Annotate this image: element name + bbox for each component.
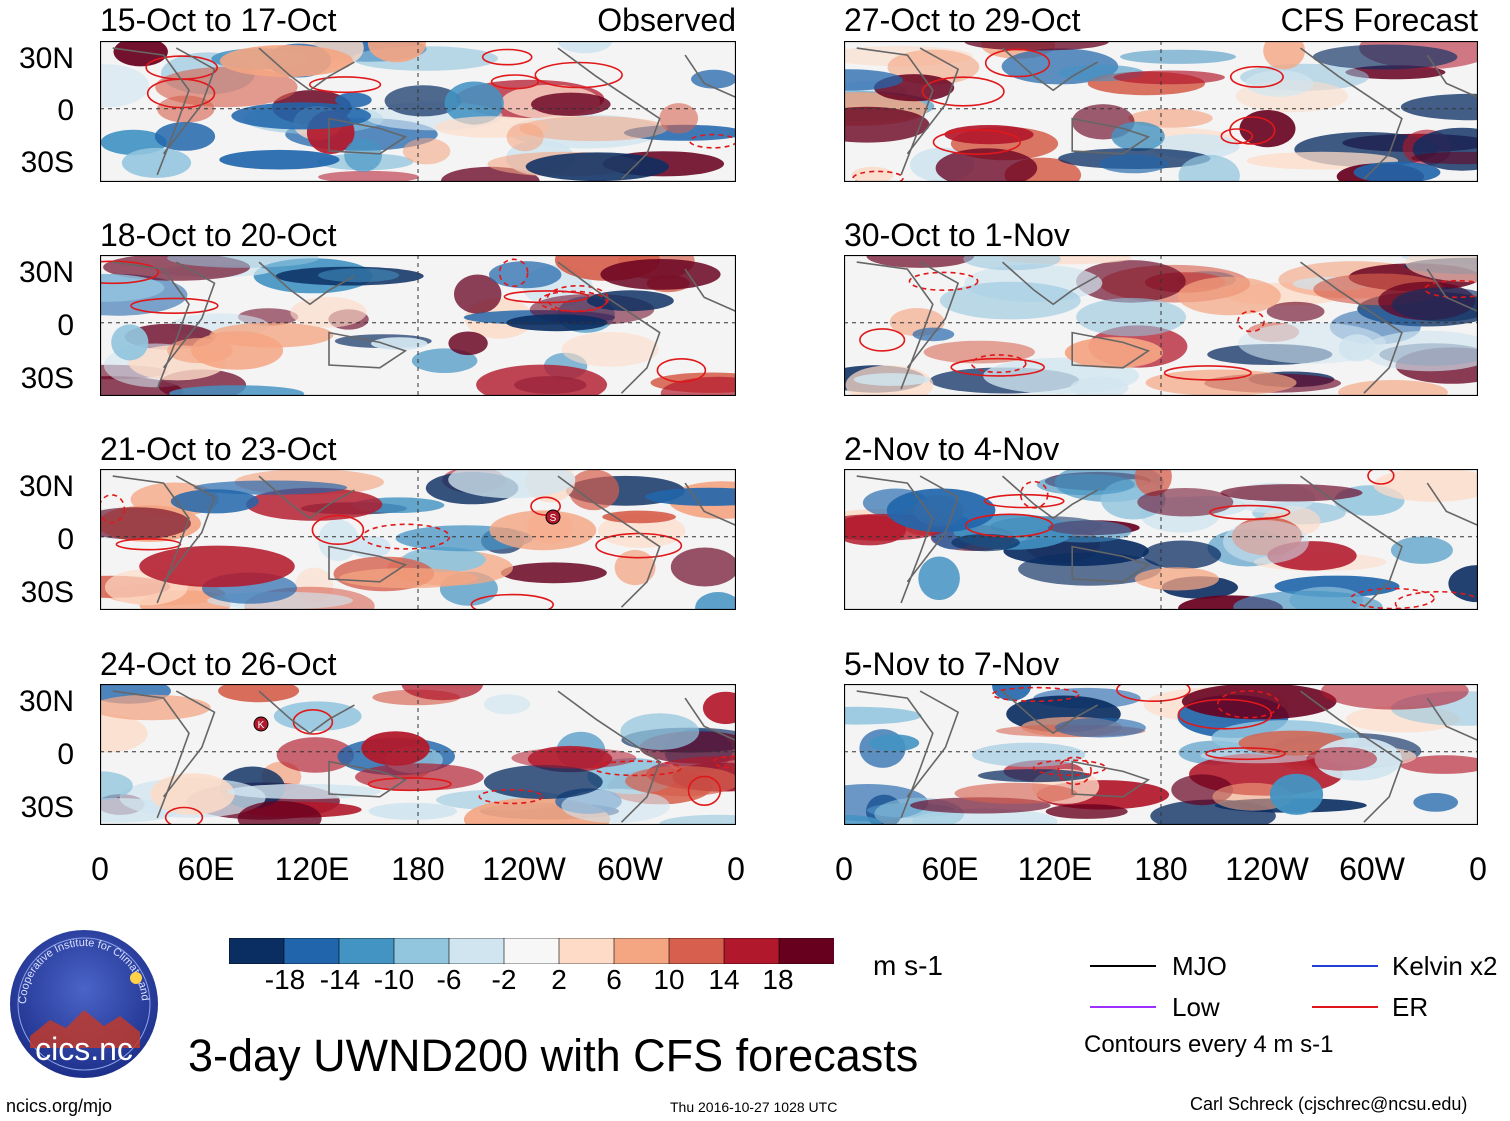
- colorbar-tick: -18: [264, 964, 306, 995]
- colorbar-swatch: [393, 938, 450, 964]
- lat-label-eq: 0: [57, 309, 74, 342]
- lon-label-0: 0: [835, 851, 853, 887]
- legend-kelvin-line: [1312, 965, 1378, 967]
- credit: Carl Schreck (cjschrec@ncsu.edu): [1190, 1094, 1468, 1114]
- logo-text: cics.nc: [35, 1031, 133, 1067]
- legend-low-line: [1090, 1006, 1156, 1008]
- main-title: 3-day UWND200 with CFS forecasts: [188, 1030, 919, 1081]
- colorbar-swatch: [778, 938, 834, 964]
- lon-label-180: 180: [1134, 851, 1188, 887]
- lon-label-0: 0: [1469, 851, 1487, 887]
- map-panel-8: [844, 684, 1478, 825]
- lon-label-120w: 120W: [482, 851, 566, 887]
- colorbar-swatch: [229, 938, 285, 964]
- legend-mjo-line: [1090, 965, 1156, 967]
- lat-label-30n: 30N: [18, 470, 74, 503]
- colorbar-tick: 6: [606, 964, 622, 995]
- lon-label-120e: 120E: [274, 851, 350, 887]
- legend-er-label: ER: [1392, 992, 1429, 1022]
- map-panel-7: [844, 469, 1478, 610]
- panel-6-title: 30-Oct to 1-Nov: [844, 217, 1070, 253]
- colorbar-swatch: [668, 938, 725, 964]
- lat-label-eq: 0: [57, 523, 74, 556]
- colorbar-tick: -14: [319, 964, 361, 995]
- colorbar-units: m s-1: [873, 950, 943, 981]
- map-panel-3: S: [100, 469, 736, 610]
- site-url[interactable]: ncics.org/mjo: [6, 1096, 113, 1116]
- timestamp: Thu 2016-10-27 1028 UTC: [670, 1099, 838, 1115]
- colorbar-swatch: [613, 938, 670, 964]
- lat-label-30s: 30S: [20, 576, 74, 609]
- colorbar-tick: 10: [653, 964, 685, 995]
- colorbar-swatch: [558, 938, 615, 964]
- panel-4-title: 24-Oct to 26-Oct: [100, 646, 337, 682]
- colorbar-tick: -10: [373, 964, 415, 995]
- lat-label-30s: 30S: [20, 362, 74, 395]
- colorbar-tick: 2: [551, 964, 567, 995]
- lon-label-60e: 60E: [921, 851, 979, 887]
- colorbar-tick: -6: [436, 964, 462, 995]
- lon-label-0: 0: [91, 851, 109, 887]
- map-panel-2: [100, 255, 736, 396]
- svg-text:S: S: [550, 513, 557, 524]
- panel-5-source-label: CFS Forecast: [1280, 2, 1478, 38]
- panel-1-title: 15-Oct to 17-Oct: [100, 2, 337, 38]
- lat-label-eq: 0: [57, 94, 74, 127]
- storm-marker: K: [253, 716, 269, 732]
- legend-kelvin-label: Kelvin x2: [1392, 951, 1498, 981]
- lon-label-60w: 60W: [597, 851, 663, 887]
- panel-3-title: 21-Oct to 23-Oct: [100, 431, 337, 467]
- colorbar-swatch: [448, 938, 505, 964]
- panel-5-title: 27-Oct to 29-Oct: [844, 2, 1081, 38]
- colorbar-swatch: [723, 938, 780, 964]
- lat-label-30n: 30N: [18, 256, 74, 289]
- lon-label-180: 180: [391, 851, 445, 887]
- map-panel-1: [100, 41, 736, 182]
- panel-7-title: 2-Nov to 4-Nov: [844, 431, 1060, 467]
- lat-label-eq: 0: [57, 738, 74, 771]
- colorbar-swatch: [338, 938, 395, 964]
- map-panel-5: [844, 41, 1478, 182]
- cics-logo: Cooperative Institute for Climate and Sa…: [8, 928, 158, 1078]
- colorbar-tick: 18: [762, 964, 794, 995]
- legend-mjo-label: MJO: [1172, 951, 1227, 981]
- lon-label-60e: 60E: [177, 851, 235, 887]
- legend-low-label: Low: [1172, 992, 1220, 1022]
- colorbar: [229, 938, 834, 964]
- lon-label-60w: 60W: [1339, 851, 1405, 887]
- colorbar-tick: 14: [708, 964, 740, 995]
- lon-label-0: 0: [727, 851, 745, 887]
- map-panel-6: [844, 255, 1478, 396]
- lat-label-30n: 30N: [18, 42, 74, 75]
- lat-label-30s: 30S: [20, 791, 74, 824]
- panel-2-title: 18-Oct to 20-Oct: [100, 217, 337, 253]
- lat-label-30n: 30N: [18, 685, 74, 718]
- colorbar-swatch: [503, 938, 560, 964]
- map-panel-4: K: [100, 684, 736, 825]
- panel-8-title: 5-Nov to 7-Nov: [844, 646, 1060, 682]
- panel-1-source-label: Observed: [597, 2, 736, 38]
- legend-er-line: [1312, 1006, 1378, 1008]
- legend-contour-note: Contours every 4 m s-1: [1084, 1031, 1334, 1058]
- lon-label-120w: 120W: [1225, 851, 1309, 887]
- lat-label-30s: 30S: [20, 146, 74, 179]
- lon-label-120e: 120E: [1017, 851, 1093, 887]
- svg-text:K: K: [258, 720, 265, 731]
- storm-marker: S: [545, 509, 561, 525]
- colorbar-tick: -2: [491, 964, 517, 995]
- colorbar-swatch: [283, 938, 340, 964]
